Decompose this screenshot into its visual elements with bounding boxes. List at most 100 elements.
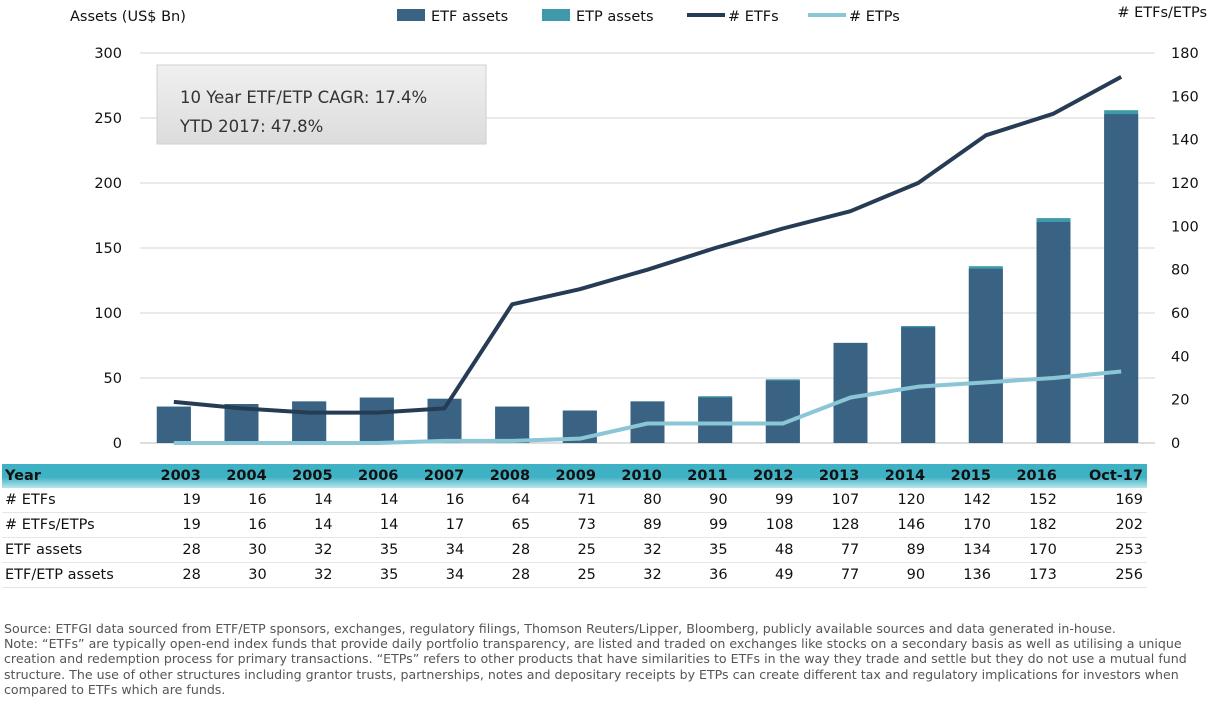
table-row-label: # ETFs/ETPs <box>2 512 139 538</box>
table-year-header: 2014 <box>863 464 930 488</box>
table-cell: 25 <box>534 562 600 588</box>
cagr-annotation-box <box>156 64 487 145</box>
table-cell: 120 <box>863 488 930 513</box>
etf-assets-bar <box>359 397 394 443</box>
table-row: ETF/ETP assets 28 30 32 35 34 28 25 32 36 49 77 90 13… <box>2 562 1147 588</box>
table-cell: 28 <box>139 537 205 563</box>
etf-assets-bar <box>292 401 327 443</box>
table-cell: 36 <box>665 562 732 588</box>
table-cell: 169 <box>1060 488 1147 513</box>
table-year-header: 2007 <box>402 464 469 488</box>
table-cell: 128 <box>797 512 864 538</box>
table-cell: 134 <box>929 537 995 563</box>
table-year-header: 2009 <box>534 464 600 488</box>
table-cell: 32 <box>599 537 666 563</box>
table-cell: 16 <box>204 512 271 538</box>
table-cell: 90 <box>665 488 732 513</box>
table-cell: 28 <box>468 562 535 588</box>
table-cell: 32 <box>270 562 337 588</box>
table-cell: 35 <box>665 537 732 563</box>
table-cell: 14 <box>270 512 337 538</box>
table-cell: 80 <box>599 488 666 513</box>
source-note: Source: ETFGI data sourced from ETF/ETP … <box>4 621 1116 636</box>
table-cell: 14 <box>336 488 403 513</box>
etf-assets-bar <box>833 342 868 443</box>
table-cell: 14 <box>270 488 337 513</box>
table-cell: 170 <box>929 512 995 538</box>
etps-line <box>173 369 1122 445</box>
right-axis-tick-label: 120 <box>1171 176 1199 192</box>
table-cell: 170 <box>994 537 1061 563</box>
etf-assets-bar <box>495 406 530 443</box>
table-cell: 146 <box>863 512 930 538</box>
right-axis-tick-label: 0 <box>1171 436 1180 452</box>
table-cell: 108 <box>731 512 798 538</box>
table-cell: 202 <box>1060 512 1147 538</box>
legend-label: ETF assets <box>431 9 508 25</box>
table-cell: 28 <box>139 562 205 588</box>
table-cell: 89 <box>599 512 666 538</box>
left-axis-title: Assets (US$ Bn) <box>70 9 186 25</box>
table-year-header: 2016 <box>994 464 1061 488</box>
etf-assets-bar <box>698 397 733 443</box>
table-cell: 90 <box>863 562 930 588</box>
table-year-header: 2010 <box>599 464 666 488</box>
legend-swatch <box>542 9 570 21</box>
left-axis-tick-label: 150 <box>94 241 122 257</box>
table-cell: 173 <box>994 562 1061 588</box>
etfs-line <box>173 75 1123 415</box>
table-year-header: 2012 <box>731 464 798 488</box>
table-cell: 99 <box>731 488 798 513</box>
table-cell: 136 <box>929 562 995 588</box>
right-axis-tick-label: 100 <box>1171 219 1199 235</box>
table-year-header: 2004 <box>204 464 271 488</box>
table-body: # ETFs 19 16 14 14 16 64 71 80 90 99 107 120 142 152 16… <box>2 488 1147 588</box>
right-axis-tick-label: 40 <box>1171 349 1189 365</box>
table-cell: 25 <box>534 537 600 563</box>
table-cell: 71 <box>534 488 600 513</box>
table-cell: 73 <box>534 512 600 538</box>
right-axis-tick-label: 60 <box>1171 306 1189 322</box>
table-cell: 34 <box>402 562 469 588</box>
etf-assets-bar <box>1036 222 1071 443</box>
table-year-header: 2015 <box>929 464 995 488</box>
table-cell: 30 <box>204 562 271 588</box>
table-header-row: Year 2003 2004 2005 2006 2007 2008 2009 2010 2011… <box>2 464 1147 488</box>
table-cell: 77 <box>797 562 864 588</box>
table-cell: 14 <box>336 512 403 538</box>
table-cell: 30 <box>204 537 271 563</box>
table-cell: 152 <box>994 488 1061 513</box>
table-cell: 35 <box>336 562 403 588</box>
legend-label: # ETFs <box>728 9 779 25</box>
table-cell: 253 <box>1060 537 1147 563</box>
table-cell: 65 <box>468 512 535 538</box>
table-cell: 16 <box>204 488 271 513</box>
table-cell: 256 <box>1060 562 1147 588</box>
etf-assets-bar <box>156 406 191 443</box>
right-axis-tick-label: 20 <box>1171 393 1189 409</box>
table-year-header: 2011 <box>665 464 732 488</box>
table-header-year: Year <box>2 464 139 488</box>
cagr-annotation: 10 Year ETF/ETP CAGR: 17.4% <box>180 88 427 107</box>
right-axis-tick-label: 80 <box>1171 263 1189 279</box>
table-cell: 34 <box>402 537 469 563</box>
notes: Source: ETFGI data sourced from ETF/ETP … <box>4 621 1204 697</box>
etf-assets-bar <box>1104 114 1139 443</box>
left-axis-tick-label: 250 <box>94 111 122 127</box>
left-axis-tick-label: 0 <box>113 436 122 452</box>
table-cell: 28 <box>468 537 535 563</box>
table-row: # ETFs 19 16 14 14 16 64 71 80 90 99 107 120 142 152 16… <box>2 488 1147 513</box>
table-cell: 77 <box>797 537 864 563</box>
table-year-header: 2005 <box>270 464 337 488</box>
left-axis-tick-label: 50 <box>104 371 122 387</box>
table-cell: 19 <box>139 488 205 513</box>
table-cell: 17 <box>402 512 469 538</box>
table-cell: 64 <box>468 488 535 513</box>
table-row: ETF assets 28 30 32 35 34 28 25 32 35 48 77 89 134 170… <box>2 537 1147 563</box>
left-axis-tick-label: 200 <box>94 176 122 192</box>
legend-label: # ETPs <box>849 9 900 25</box>
table-cell: 16 <box>402 488 469 513</box>
right-axis-tick-label: 140 <box>1171 133 1199 149</box>
ytd-annotation: YTD 2017: 47.8% <box>179 117 323 136</box>
left-axis-tick-label: 100 <box>94 306 122 322</box>
